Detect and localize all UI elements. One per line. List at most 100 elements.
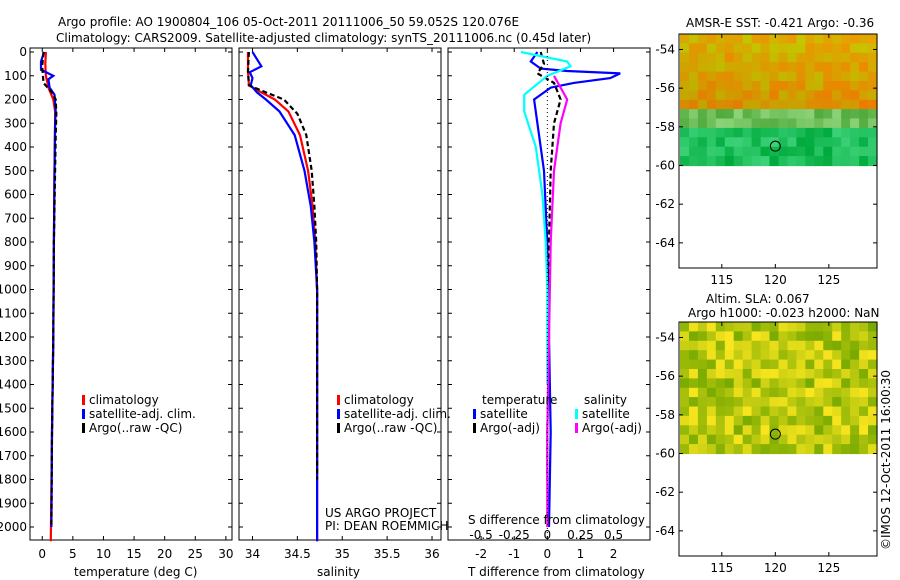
map-cell — [859, 99, 869, 110]
map-cell — [805, 34, 815, 44]
map-cell — [706, 71, 717, 82]
map-cell — [823, 434, 833, 445]
map-cell — [778, 99, 789, 110]
sla-map-title: Altim. SLA: 0.067 — [706, 292, 810, 306]
map-cell — [706, 137, 717, 148]
map-y-tick-label: -62 — [655, 197, 675, 211]
map-cell — [841, 340, 851, 351]
map-cell — [814, 43, 824, 54]
map-cell — [689, 340, 699, 351]
map-cell — [823, 71, 833, 82]
map-cell — [697, 415, 708, 426]
map-cell — [823, 146, 833, 157]
map-cell — [697, 444, 708, 455]
map-cell — [850, 444, 860, 455]
map-cell — [787, 90, 798, 101]
legend-label: satellite-adj. clim. — [344, 407, 451, 421]
map-cell — [832, 444, 842, 455]
map-cell — [823, 62, 833, 73]
map-cell — [832, 146, 842, 157]
map-cell — [742, 109, 753, 120]
map-cell — [850, 156, 860, 167]
map-y-tick-label: -58 — [655, 120, 675, 134]
map-cell — [778, 434, 789, 445]
map-cell — [724, 387, 735, 398]
map-cell — [751, 127, 762, 138]
map-cell — [859, 397, 869, 408]
map-cell — [724, 137, 735, 148]
map-cell — [832, 415, 842, 426]
map-cell — [832, 90, 842, 101]
map-cell — [796, 156, 806, 167]
map-cell — [778, 43, 789, 54]
map-cell — [787, 378, 798, 389]
map-cell — [733, 406, 744, 417]
map-cell — [706, 331, 717, 342]
legend-swatch — [82, 409, 85, 419]
depth-tick-label: 200 — [4, 93, 27, 107]
map-cell — [715, 81, 726, 91]
map-cell — [814, 350, 824, 361]
map-cell — [680, 146, 690, 157]
map-y-tick-label: -56 — [655, 81, 675, 95]
map-cell — [697, 137, 708, 148]
map-cell — [868, 52, 878, 63]
map-cell — [805, 378, 815, 389]
depth-tick-label: 1300 — [0, 354, 27, 368]
map-cell — [778, 52, 789, 63]
map-cell — [769, 109, 780, 120]
depth-tick-label: 600 — [4, 188, 27, 202]
depth-tick-label: 700 — [4, 211, 27, 225]
map-cell — [841, 118, 851, 129]
map-cell — [689, 127, 699, 138]
map-cell — [814, 359, 824, 370]
map-cell — [832, 369, 842, 379]
map-cell — [689, 90, 699, 101]
map-cell — [859, 146, 869, 157]
map-cell — [832, 137, 842, 148]
panel-layers: 0100200300400500600700800900100011001200… — [0, 34, 878, 575]
map-cell — [868, 397, 878, 408]
depth-tick-label: 1700 — [0, 449, 27, 463]
s-diff-tick-label: 0 — [544, 528, 552, 542]
map-cell — [733, 127, 744, 138]
map-cell — [787, 350, 798, 361]
map-cell — [760, 359, 771, 370]
map-cell — [724, 81, 735, 91]
map-cell — [715, 62, 726, 73]
map-cell — [859, 322, 869, 332]
map-cell — [850, 52, 860, 63]
map-cell — [769, 444, 780, 455]
map-cell — [715, 34, 726, 44]
map-cell — [778, 81, 789, 91]
map-cell — [680, 90, 690, 101]
map-cell — [796, 71, 806, 82]
x-tick-label: -1 — [508, 547, 520, 561]
map-cell — [823, 331, 833, 342]
legend-label: Argo(..raw -QC) — [344, 421, 437, 435]
map-cell — [805, 406, 815, 417]
map-cell — [796, 444, 806, 455]
map-cell — [814, 322, 824, 332]
map-cell — [832, 127, 842, 138]
map-cell — [823, 369, 833, 379]
map-cell — [751, 118, 762, 129]
map-cell — [814, 90, 824, 101]
x-tick-label: 36 — [424, 547, 439, 561]
map-cell — [832, 434, 842, 445]
map-cell — [796, 434, 806, 445]
map-cell — [760, 387, 771, 398]
s-diff-tick-label: -0.5 — [469, 528, 492, 542]
map-cell — [680, 322, 690, 332]
map-cell — [841, 322, 851, 332]
map-cell — [841, 378, 851, 389]
map-cell — [706, 81, 717, 91]
map-cell — [814, 109, 824, 120]
map-cell — [823, 127, 833, 138]
map-y-tick-label: -64 — [655, 236, 675, 250]
map-cell — [814, 34, 824, 44]
map-cell — [760, 415, 771, 426]
map-cell — [832, 81, 842, 91]
map-cell — [733, 109, 744, 120]
map-cell — [859, 359, 869, 370]
